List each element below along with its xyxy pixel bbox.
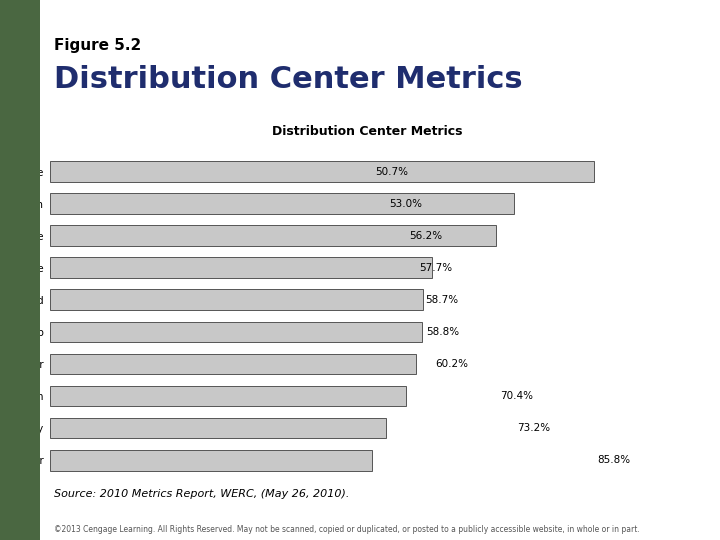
Text: 73.2%: 73.2% [518,423,551,433]
Bar [50,258,432,278]
Title: Distribution Center Metrics: Distribution Center Metrics [272,125,462,138]
Text: Distribution Center Metrics: Distribution Center Metrics [54,65,523,94]
Bar [50,321,423,342]
Bar [50,417,386,438]
Text: Figure 5.2: Figure 5.2 [54,38,141,53]
Bar [50,193,514,214]
Bar [50,225,497,246]
Text: 57.7%: 57.7% [419,263,452,273]
Text: 85.8%: 85.8% [597,455,630,465]
Text: 70.4%: 70.4% [500,391,533,401]
Text: 56.2%: 56.2% [410,231,443,241]
Text: 60.2%: 60.2% [435,359,468,369]
Bar [50,386,407,407]
Text: Source: 2010 Metrics Report, WERC, (May 26, 2010).: Source: 2010 Metrics Report, WERC, (May … [54,489,349,499]
Bar [50,161,594,182]
Bar [50,289,423,310]
Bar [50,450,372,470]
Text: 58.8%: 58.8% [426,327,459,337]
Text: 50.7%: 50.7% [375,167,408,177]
Bar [50,354,416,374]
Text: 58.7%: 58.7% [426,295,459,305]
Text: 53.0%: 53.0% [390,199,423,209]
Text: ©2013 Cengage Learning. All Rights Reserved. May not be scanned, copied or dupli: ©2013 Cengage Learning. All Rights Reser… [54,525,640,534]
